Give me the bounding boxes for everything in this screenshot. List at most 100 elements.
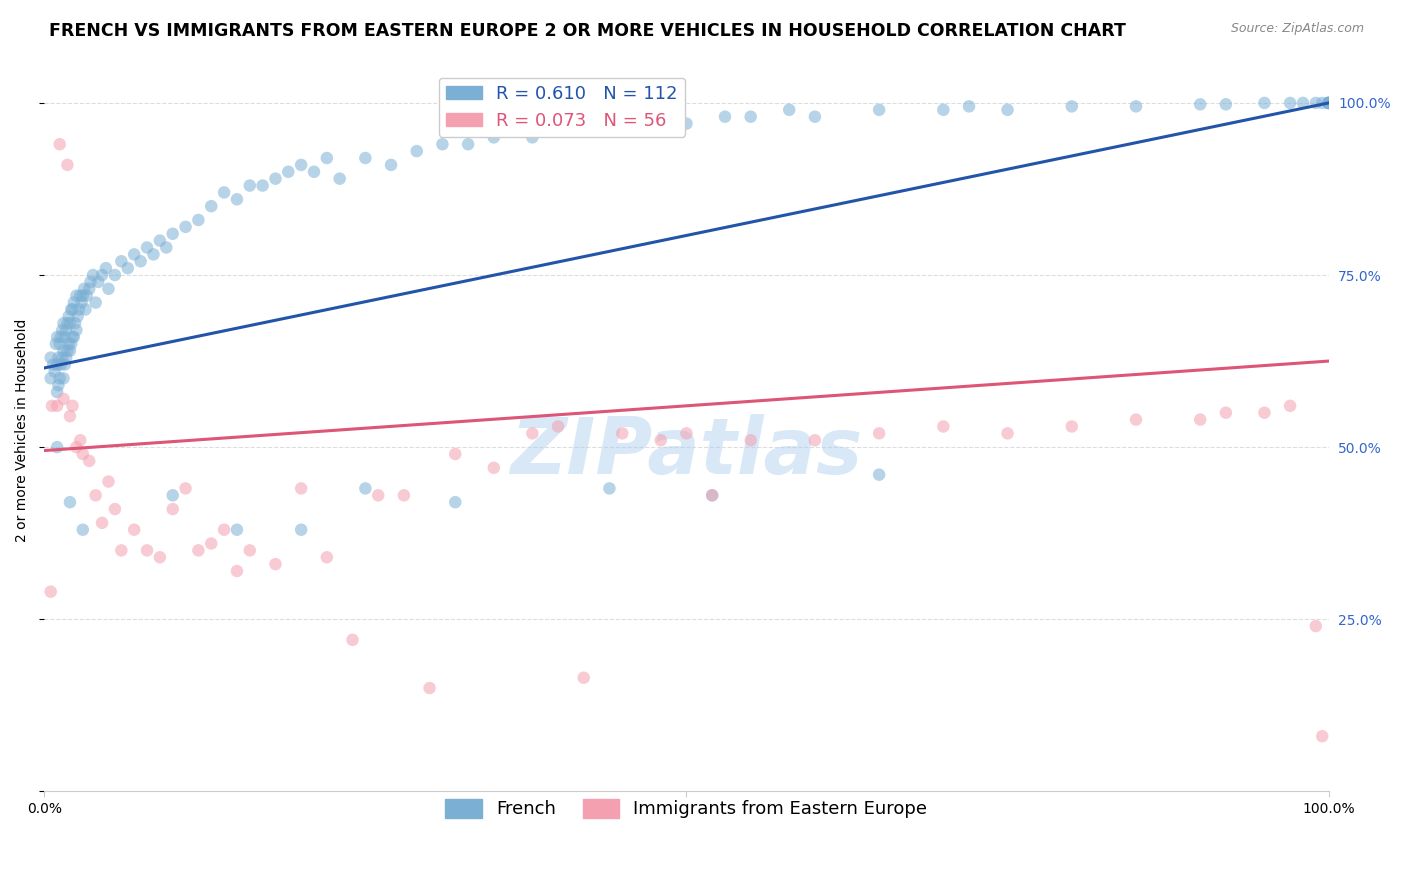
Point	[60, 336, 83, 351]
Point	[65, 323, 87, 337]
Point	[650, 117, 672, 131]
Point	[39, 371, 62, 385]
Point	[45, 336, 67, 351]
Point	[868, 103, 890, 117]
Point	[702, 488, 724, 502]
Point	[53, 330, 76, 344]
Point	[72, 288, 94, 302]
Point	[87, 275, 110, 289]
Point	[547, 419, 569, 434]
Point	[122, 523, 145, 537]
Point	[63, 295, 86, 310]
Point	[315, 550, 337, 565]
Point	[97, 475, 120, 489]
Point	[162, 502, 184, 516]
Point	[149, 550, 172, 565]
Point	[932, 103, 955, 117]
Point	[714, 110, 737, 124]
Point	[48, 371, 70, 385]
Point	[1279, 399, 1302, 413]
Point	[49, 358, 72, 372]
Point	[702, 488, 724, 502]
Point	[392, 488, 415, 502]
Point	[239, 178, 262, 193]
Point	[174, 219, 197, 234]
Point	[1279, 95, 1302, 110]
Point	[1189, 97, 1212, 112]
Point	[1305, 95, 1327, 110]
Point	[46, 440, 69, 454]
Point	[804, 434, 827, 448]
Point	[212, 523, 235, 537]
Point	[69, 434, 91, 448]
Point	[104, 502, 127, 516]
Point	[547, 123, 569, 137]
Y-axis label: 2 or more Vehicles in Household: 2 or more Vehicles in Household	[15, 318, 30, 541]
Point	[932, 419, 955, 434]
Point	[290, 523, 312, 537]
Point	[174, 482, 197, 496]
Point	[42, 358, 65, 372]
Point	[56, 158, 79, 172]
Point	[1310, 729, 1333, 743]
Point	[482, 460, 505, 475]
Point	[342, 632, 364, 647]
Point	[432, 137, 454, 152]
Point	[122, 247, 145, 261]
Point	[110, 543, 132, 558]
Point	[997, 103, 1019, 117]
Point	[200, 536, 222, 550]
Point	[49, 330, 72, 344]
Point	[277, 165, 299, 179]
Point	[59, 316, 82, 330]
Point	[675, 117, 697, 131]
Point	[56, 343, 79, 358]
Point	[79, 275, 101, 289]
Point	[1310, 95, 1333, 110]
Point	[778, 103, 800, 117]
Point	[59, 343, 82, 358]
Point	[41, 399, 63, 413]
Point	[1292, 95, 1315, 110]
Point	[77, 454, 100, 468]
Point	[612, 426, 634, 441]
Point	[1317, 95, 1340, 110]
Point	[612, 117, 634, 131]
Point	[522, 130, 544, 145]
Point	[77, 282, 100, 296]
Point	[354, 151, 377, 165]
Point	[367, 488, 389, 502]
Point	[72, 523, 94, 537]
Point	[1060, 99, 1083, 113]
Point	[55, 323, 77, 337]
Point	[136, 543, 159, 558]
Point	[212, 186, 235, 200]
Point	[110, 254, 132, 268]
Point	[482, 130, 505, 145]
Point	[59, 409, 82, 424]
Point	[419, 681, 441, 695]
Point	[264, 557, 287, 571]
Point	[1189, 412, 1212, 426]
Point	[804, 110, 827, 124]
Point	[58, 336, 80, 351]
Text: FRENCH VS IMMIGRANTS FROM EASTERN EUROPE 2 OR MORE VEHICLES IN HOUSEHOLD CORRELA: FRENCH VS IMMIGRANTS FROM EASTERN EUROPE…	[49, 22, 1126, 40]
Point	[94, 261, 117, 276]
Point	[315, 151, 337, 165]
Point	[48, 336, 70, 351]
Point	[226, 523, 249, 537]
Point	[1305, 619, 1327, 633]
Point	[675, 426, 697, 441]
Point	[52, 371, 75, 385]
Point	[1125, 99, 1147, 113]
Point	[52, 316, 75, 330]
Point	[55, 351, 77, 365]
Point	[136, 240, 159, 254]
Point	[1125, 412, 1147, 426]
Point	[48, 378, 70, 392]
Point	[142, 247, 165, 261]
Text: Source: ZipAtlas.com: Source: ZipAtlas.com	[1230, 22, 1364, 36]
Point	[46, 385, 69, 400]
Point	[72, 447, 94, 461]
Point	[44, 364, 66, 378]
